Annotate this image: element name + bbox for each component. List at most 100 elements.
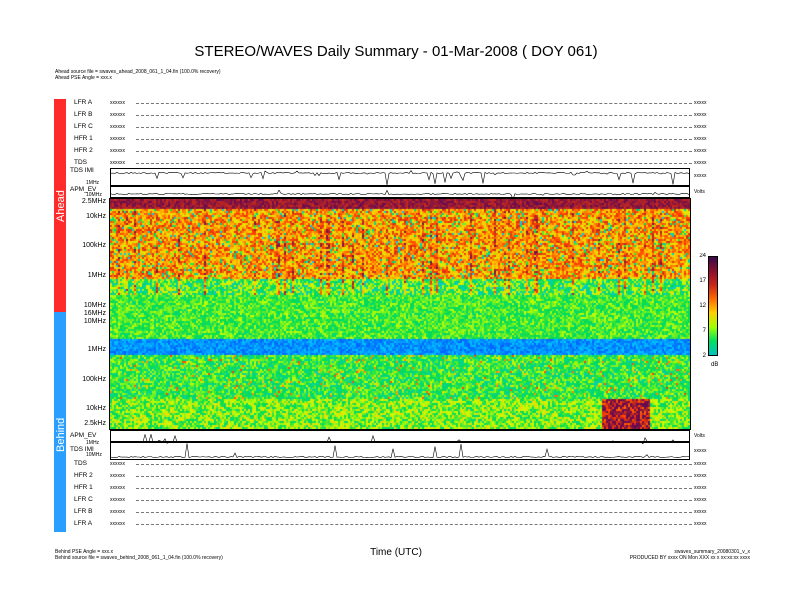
behind-row-dashline [136,524,692,525]
behind-tds-trace [110,443,690,459]
ahead-row-label: LFR C [74,123,93,130]
colorbar-ticks: 24 17 12 7 2 [688,253,708,359]
ahead-row-dashline [136,103,692,104]
ahead-row-left-caption: xxxxxx [110,112,125,118]
behind-freq-10mhz: 10MHz [86,452,102,458]
ahead-freq-1mhz: 1MHz [86,180,100,186]
ahead-freq-10mhz: 10MHz [86,192,102,198]
behind-tds-unit: xxxxx [694,448,707,454]
behind-row-right-caption: xxxxx [694,497,707,503]
behind-row-right-caption: xxxxx [694,509,707,515]
behind-row-left-caption: xxxxxx [110,521,125,527]
colorbar-tick-label: 7 [702,328,706,334]
behind-row-label: LFR C [74,496,93,503]
colorbar [708,256,718,356]
ahead-row-label: TDS [74,159,87,166]
ahead-ytick-1mhz: 1MHz [87,272,106,279]
ahead-tds-panel [110,168,690,186]
ahead-row: HFR 2 xxxxxx xxxxx [66,145,707,157]
behind-ytick-100khz: 100kHz [82,376,106,383]
ahead-ytick-10mhz: 10MHz [83,302,106,309]
ahead-row-right-caption: xxxxx [694,136,707,142]
behind-source-file: Behind source file = swaves_behind_2008_… [55,555,223,561]
behind-freq-1mhz: 1MHz [86,440,100,446]
colorbar-tick-label: 2 [702,353,706,359]
behind-pse-angle: Behind PSE Angle = xxx.x [55,549,113,555]
ahead-row-dashline [136,115,692,116]
behind-tds-panel [110,442,690,460]
colorbar-unit: dB [711,362,719,368]
ahead-apm-label: APM_EV [70,186,97,193]
behind-row: HFR 2 xxxxxx xxxxx [66,470,707,482]
behind-row-dashline [136,464,692,465]
behind-row-right-caption: xxxxx [694,521,707,527]
colorbar-tick-label: 24 [699,253,706,259]
ahead-pse-angle: Ahead PSE Angle = xxx.x [55,75,112,81]
behind-row-dashline [136,512,692,513]
ahead-sidebar: Ahead [54,99,67,312]
behind-row-left-caption: xxxxxx [110,497,125,503]
ahead-row-right-caption: xxxxx [694,148,707,154]
behind-row-right-caption: xxxxx [694,461,707,467]
ahead-source-file: Ahead source file = swaves_ahead_2008_06… [55,69,221,75]
ahead-tds-label: TDS IMI [70,167,94,174]
x-axis-label: Time (UTC) [370,547,422,558]
ahead-row-label: HFR 2 [74,147,93,154]
behind-row-dashline [136,476,692,477]
behind-row-label: HFR 2 [74,472,93,479]
ahead-row-label: LFR B [74,111,93,118]
ahead-ytick-2.5mhz: 2.5MHz [81,198,106,205]
ahead-row-dashline [136,163,692,164]
behind-apm-label: APM_EV [70,432,97,439]
ahead-row-left-caption: xxxxxx [110,124,125,130]
ahead-tds-unit: xxxxx [694,173,707,179]
behind-row-label: LFR A [74,520,93,527]
ahead-row-label: LFR A [74,99,93,106]
ahead-ytick-16mhz: 16MHz [83,310,106,317]
behind-row-left-caption: xxxxxx [110,461,125,467]
ahead-apm-trace [110,189,690,201]
behind-row-dashline [136,500,692,501]
ahead-row-dashline [136,127,692,128]
ahead-row-label: HFR 1 [74,135,93,142]
ahead-row-dashline [136,139,692,140]
behind-apm-unit: Volts [694,433,705,439]
behind-instrument-rows: TDS xxxxxx xxxxx HFR 2 xxxxxx xxxxx HFR 1 xxxxx… [66,458,707,530]
ahead-apm-panel [110,186,690,201]
behind-row-left-caption: xxxxxx [110,485,125,491]
behind-tds-label: TDS IMI [70,446,94,453]
behind-ytick-2.5khz: 2.5kHz [84,420,106,427]
ahead-row-left-caption: xxxxxx [110,160,125,166]
ahead-row-left-caption: xxxxxx [110,100,125,106]
behind-sidebar: Behind [54,312,67,532]
ahead-tds-trace [110,170,690,185]
ahead-row-left-caption: xxxxxx [110,148,125,154]
behind-ytick-1mhz: 1MHz [87,346,106,353]
ahead-row-right-caption: xxxxx [694,100,707,106]
behind-row-left-caption: xxxxxx [110,509,125,515]
ahead-ytick-100khz: 100kHz [82,242,106,249]
behind-row-left-caption: xxxxxx [110,473,125,479]
ahead-row-right-caption: xxxxx [694,124,707,130]
colorbar-tick-label: 12 [699,303,706,309]
ahead-row-right-caption: xxxxx [694,160,707,166]
colorbar-tick-label: 17 [699,278,706,284]
spectrogram-heatmap [110,199,690,429]
behind-apm-panel [110,430,690,445]
ahead-row-right-caption: xxxxx [694,112,707,118]
behind-row-label: LFR B [74,508,93,515]
ahead-row-dashline [136,151,692,152]
behind-ytick-10khz: 10kHz [86,405,106,412]
ahead-row: HFR 1 xxxxxx xxxxx [66,133,707,145]
produced-by: PRODUCED BY xxxx ON Mon XXX xx x xx:xx:x… [629,555,750,561]
spectrogram-frame [109,198,691,430]
behind-row-right-caption: xxxxx [694,473,707,479]
chart-title: STEREO/WAVES Daily Summary - 01-Mar-2008… [194,43,598,60]
ahead-row-left-caption: xxxxxx [110,136,125,142]
